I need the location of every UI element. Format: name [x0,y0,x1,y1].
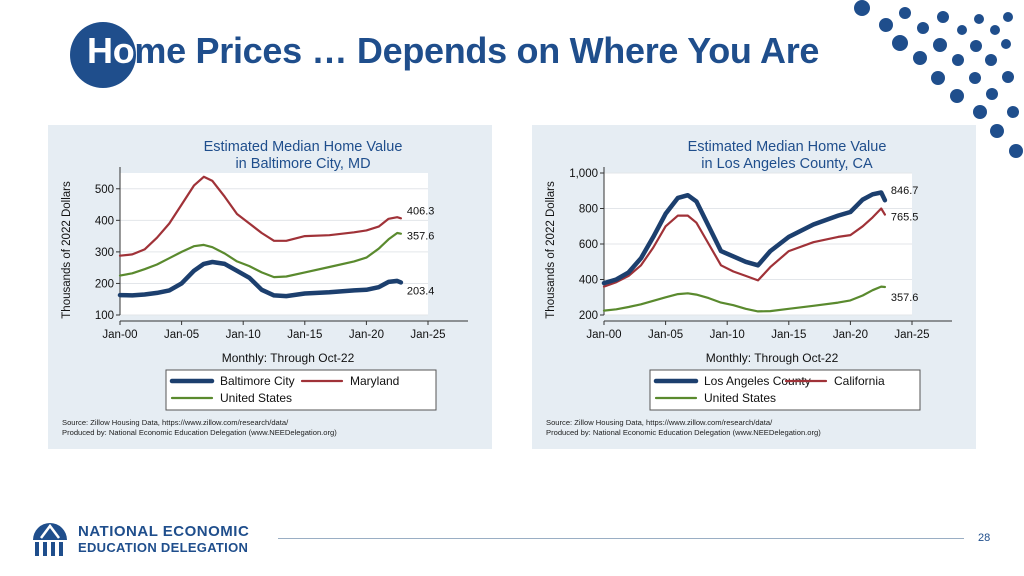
org-name-line2: EDUCATION DELEGATION [78,540,249,555]
footer-divider [278,538,964,539]
legend-box [165,369,437,411]
source-note: Source: Zillow Housing Data, https://www… [546,418,773,427]
end-label-los-angeles-county: 846.7 [891,185,919,197]
page-title: Home Prices … Depends on Where You Are [87,30,819,72]
chart-title: Estimated Median Home Value [688,139,887,155]
x-tick-label: Jan-20 [349,329,384,341]
x-axis-label: Monthly: Through Oct-22 [222,351,355,365]
baltimore-chart-panel: Estimated Median Home Value in Baltimore … [48,125,492,449]
x-tick-label: Jan-00 [586,329,621,341]
y-axis-label: Thousands of 2022 Dollars [61,181,73,319]
title-rest: me Prices … Depends on Where You Are [134,30,820,71]
legend-label-united-states: United States [704,391,776,405]
x-tick-label: Jan-25 [410,329,445,341]
nee-logo [30,518,70,563]
chart-subtitle: in Baltimore City, MD [235,156,370,172]
x-tick-label: Jan-05 [164,329,199,341]
y-tick-label: 200 [579,310,598,322]
producer-note: Produced by: National Economic Education… [62,428,337,437]
end-label-united-states: 357.6 [891,292,919,304]
legend-label-los-angeles-county: Los Angeles County [704,374,811,388]
page-number: 28 [978,532,991,544]
legend-label-maryland: Maryland [350,374,399,388]
title-prefix: Ho [87,30,135,71]
y-tick-label: 800 [579,204,598,216]
x-tick-label: Jan-15 [771,329,806,341]
y-tick-label: 500 [95,184,114,196]
x-tick-label: Jan-10 [710,329,745,341]
series-line-united-states [118,231,402,279]
end-label-maryland: 406.3 [407,205,435,217]
x-tick-label: Jan-20 [833,329,868,341]
y-tick-label: 600 [579,239,598,251]
series-line-maryland [118,175,402,257]
y-axis-label: Thousands of 2022 Dollars [545,181,557,319]
los-angeles-chart-panel: Estimated Median Home Value in Los Angele… [532,125,976,449]
x-axis-label: Monthly: Through Oct-22 [706,351,839,365]
producer-note: Produced by: National Economic Education… [546,428,821,437]
y-tick-label: 1,000 [569,168,598,180]
end-label-united-states: 357.6 [407,231,435,243]
legend-label-baltimore-city: Baltimore City [220,374,295,388]
legend-label-california: California [834,374,885,388]
legend-label-united-states: United States [220,391,292,405]
end-label-california: 765.5 [891,212,919,224]
y-tick-label: 400 [579,275,598,287]
y-tick-label: 400 [95,215,114,227]
org-name-line1: NATIONAL ECONOMIC [78,523,250,540]
legend-box [649,369,921,411]
chart-subtitle: in Los Angeles County, CA [701,156,873,172]
y-tick-label: 200 [95,278,114,290]
series-line-united-states [602,285,886,313]
x-tick-label: Jan-00 [102,329,137,341]
title-circle [70,22,136,88]
end-label-baltimore-city: 203.4 [407,285,435,297]
series-line-california [602,207,886,288]
nee-logo-icon [33,523,67,556]
series-line-los-angeles-county [601,190,888,286]
x-tick-label: Jan-10 [226,329,261,341]
x-tick-label: Jan-15 [287,329,322,341]
x-tick-label: Jan-25 [894,329,929,341]
source-note: Source: Zillow Housing Data, https://www… [62,418,289,427]
x-tick-label: Jan-05 [648,329,683,341]
decorative-dots [854,0,1023,158]
series-line-baltimore-city [117,259,404,299]
y-tick-label: 300 [95,247,114,259]
y-tick-label: 100 [95,310,114,322]
chart-title: Estimated Median Home Value [204,139,403,155]
